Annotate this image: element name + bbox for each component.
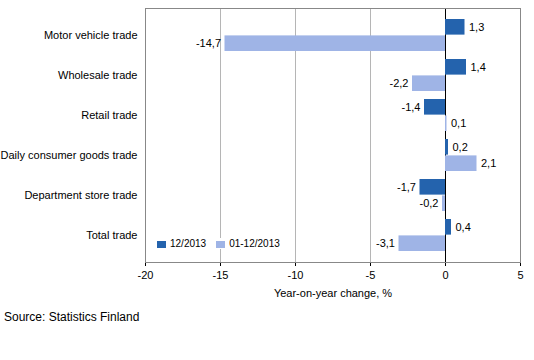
svg-text:Retail trade: Retail trade xyxy=(81,109,137,121)
svg-text:Motor vehicle trade: Motor vehicle trade xyxy=(44,29,138,41)
svg-text:Department store trade: Department store trade xyxy=(24,189,137,201)
svg-text:-5: -5 xyxy=(366,269,376,281)
svg-text:0,2: 0,2 xyxy=(453,141,468,153)
svg-text:0,1: 0,1 xyxy=(451,117,466,129)
svg-text:Daily consumer goods trade: Daily consumer goods trade xyxy=(1,149,138,161)
svg-text:Total trade: Total trade xyxy=(86,229,137,241)
svg-text:Wholesale trade: Wholesale trade xyxy=(58,69,138,81)
svg-text:-0,2: -0,2 xyxy=(420,197,439,209)
svg-text:-3,1: -3,1 xyxy=(376,237,395,249)
html-text:Source: Statistics Finland: Source: Statistics Finland xyxy=(4,310,140,324)
svg-text:0: 0 xyxy=(442,269,448,281)
svg-text:1,3: 1,3 xyxy=(469,21,484,33)
svg-text:1,4: 1,4 xyxy=(471,61,486,73)
svg-text:-10: -10 xyxy=(288,269,304,281)
svg-text:2,1: 2,1 xyxy=(481,157,496,169)
html-text:01-12/2013: 01-12/2013 xyxy=(229,238,280,249)
svg-text:-20: -20 xyxy=(138,269,154,281)
svg-text:-2,2: -2,2 xyxy=(390,77,409,89)
svg-text:-15: -15 xyxy=(213,269,229,281)
svg-text:-1,7: -1,7 xyxy=(397,181,416,193)
html-text:12/2013: 12/2013 xyxy=(170,238,207,249)
svg-text:5: 5 xyxy=(517,269,523,281)
svg-text:Year-on-year change, %: Year-on-year change, % xyxy=(274,287,392,299)
svg-text:-1,4: -1,4 xyxy=(402,101,421,113)
svg-text:-14,7: -14,7 xyxy=(196,37,221,49)
svg-text:0,4: 0,4 xyxy=(456,221,471,233)
